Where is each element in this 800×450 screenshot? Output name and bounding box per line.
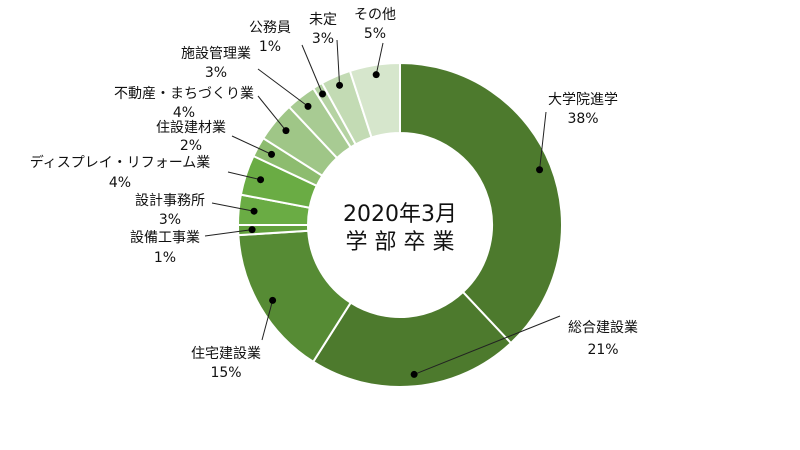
- slice-label-value-0: 38%: [567, 111, 598, 127]
- slice-label-name-11: その他: [354, 7, 396, 23]
- center-label-line-2: 学 部 卒 業: [346, 230, 455, 255]
- slice-labels: 大学院進学 38% 総合建設業 21% 住宅建設業 15% 設備工事業 1% 設計事務所 3% ディ…: [30, 7, 638, 381]
- donut-slice-0: [399, 61, 563, 345]
- slice-label-name-0: 大学院進学: [548, 92, 618, 108]
- slice-label-value-5: 4%: [109, 175, 131, 191]
- slice-label-value-6: 2%: [180, 138, 202, 154]
- leader-line-8: [257, 68, 309, 107]
- slice-label-name-4: 設計事務所: [135, 193, 205, 209]
- leader-dot-3: [248, 226, 256, 234]
- leader-dot-2: [269, 296, 277, 304]
- slice-label-value-11: 5%: [364, 26, 386, 42]
- leader-dot-1: [410, 370, 418, 378]
- slice-label-name-1: 総合建設業: [568, 320, 638, 336]
- leader-line-3: [204, 229, 253, 237]
- leader-dot-6: [268, 150, 276, 158]
- donut-slice-1: [311, 290, 513, 388]
- leader-line-7: [257, 95, 287, 131]
- leader-dot-10: [336, 81, 344, 89]
- leader-line-6: [231, 135, 272, 155]
- center-label-line-1: 2020年3月: [343, 202, 457, 227]
- slice-label-name-5: ディスプレイ・リフォーム業: [30, 154, 211, 171]
- leader-line-11: [375, 42, 384, 75]
- slice-label-value-7: 4%: [173, 105, 195, 121]
- slice-label-value-3: 1%: [154, 250, 176, 266]
- slice-label-value-2: 15%: [210, 365, 241, 381]
- leader-dot-8: [304, 102, 312, 110]
- leader-dot-4: [250, 207, 258, 215]
- leader-line-9: [301, 44, 323, 95]
- leader-line-4: [211, 202, 255, 212]
- slice-label-name-7: 不動産・まちづくり業: [114, 86, 254, 102]
- donut-slices: [236, 61, 563, 388]
- slice-label-name-6: 住設建材業: [156, 120, 226, 136]
- leader-lines: [204, 39, 561, 378]
- leader-dot-5: [257, 176, 265, 184]
- leader-line-1: [413, 315, 561, 375]
- leader-dot-11: [372, 71, 380, 79]
- slice-label-value-8: 3%: [205, 65, 227, 81]
- leader-line-2: [261, 300, 274, 341]
- leader-dot-9: [319, 90, 327, 98]
- slice-label-name-9: 公務員: [249, 20, 291, 36]
- slice-label-name-2: 住宅建設業: [191, 346, 261, 362]
- slice-label-name-3: 設備工事業: [130, 230, 200, 246]
- leader-line-0: [539, 111, 547, 170]
- slice-label-value-9: 1%: [259, 39, 281, 55]
- slice-label-value-10: 3%: [312, 31, 334, 47]
- slice-label-value-4: 3%: [159, 212, 181, 228]
- slice-label-name-8: 施設管理業: [181, 46, 251, 62]
- leader-dot-0: [536, 166, 544, 174]
- leader-line-5: [227, 171, 261, 181]
- donut-slice-11: [348, 61, 401, 139]
- slice-label-value-1: 21%: [587, 342, 618, 358]
- leader-dot-7: [282, 127, 290, 135]
- leader-line-10: [336, 39, 341, 86]
- slice-label-name-10: 未定: [309, 12, 337, 28]
